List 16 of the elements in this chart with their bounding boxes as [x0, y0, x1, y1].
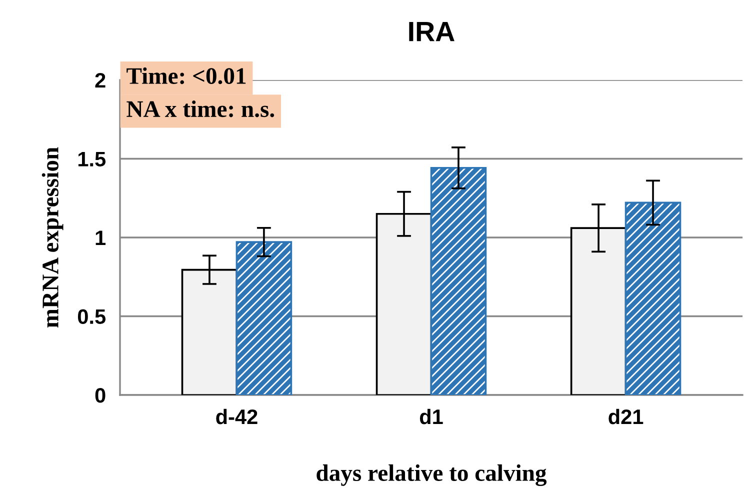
y-tick-label: 0.5 [78, 309, 106, 324]
bar [624, 202, 682, 395]
y-tick-label: 1.5 [78, 152, 106, 167]
y-axis-title: mRNA expression [42, 147, 64, 328]
y-tick-label: 1 [96, 230, 106, 246]
annotation: NA x time: n.s. [126, 100, 274, 118]
chart-title: IRA [409, 22, 454, 42]
y-tick-label: 2 [95, 73, 106, 88]
bar [430, 166, 487, 395]
x-tick-label: d21 [608, 408, 644, 424]
x-tick-label: d1 [420, 408, 443, 424]
x-axis-title: days relative to calving [316, 464, 547, 486]
bar [236, 241, 292, 395]
y-tick-label: 0 [95, 388, 106, 403]
annotation: Time: <0.01 [126, 67, 246, 84]
x-tick-label: d-42 [216, 408, 258, 424]
